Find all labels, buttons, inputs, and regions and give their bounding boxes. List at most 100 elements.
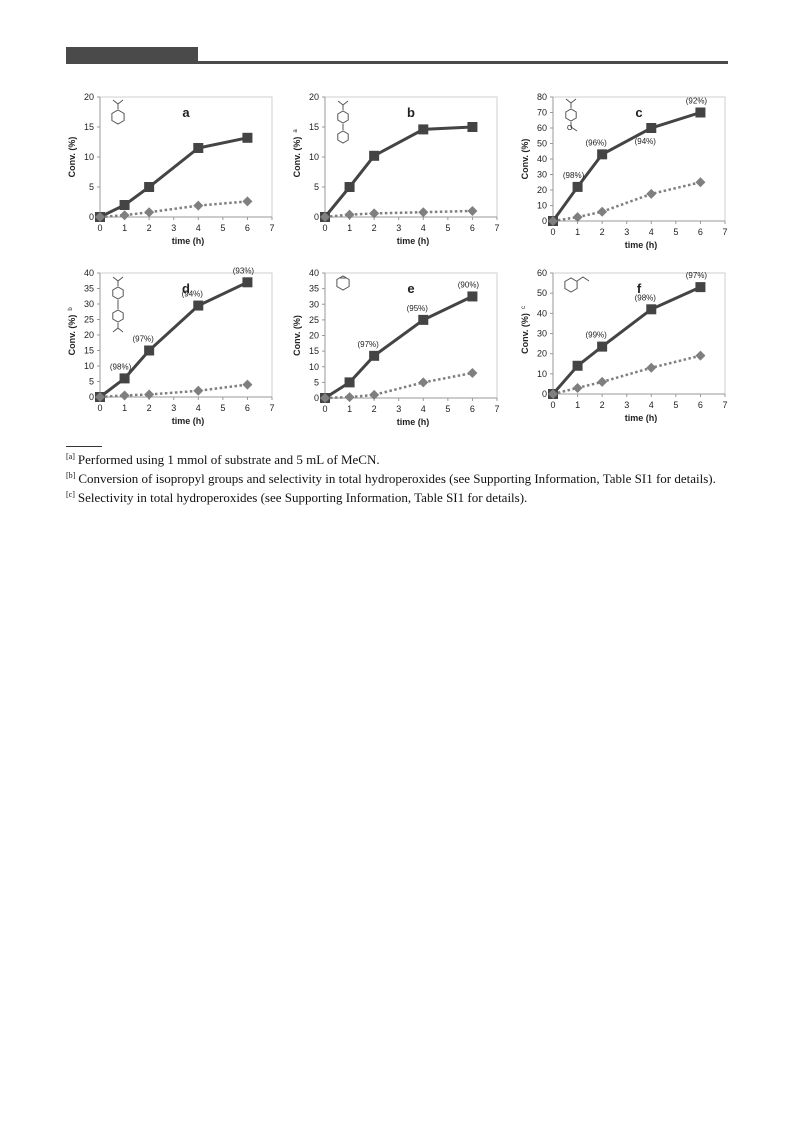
x-tick-label: 6 <box>698 227 703 237</box>
data-point-diamond <box>95 392 105 402</box>
chart-panel-f: 0 10 20 30 40 50 60 0 1 2 3 4 5 6 7 time (h) Conv. (%) c f… <box>520 268 728 423</box>
y-tick-label: 10 <box>309 362 319 372</box>
x-tick-label: 1 <box>575 400 580 410</box>
data-point-diamond <box>548 216 558 226</box>
x-tick-label: 5 <box>673 227 678 237</box>
x-axis-label: time (h) <box>397 417 430 427</box>
structure-methoxy: O <box>565 98 578 132</box>
data-point-diamond <box>193 385 204 396</box>
data-point-square <box>144 182 155 192</box>
selectivity-label: (95%) <box>407 304 429 313</box>
series-line <box>99 383 248 399</box>
x-tick-label: 1 <box>122 403 127 413</box>
x-tick-label: 2 <box>147 403 152 413</box>
y-tick-label: 20 <box>537 349 547 359</box>
y-tick-label: 15 <box>84 122 94 132</box>
data-point-square <box>242 277 253 288</box>
data-point-square <box>572 181 583 192</box>
x-tick-label: 2 <box>372 404 377 414</box>
data-point-diamond <box>646 362 657 373</box>
series-square <box>320 291 478 403</box>
y-axis-label: Conv. (%) <box>520 313 530 354</box>
selectivity-label: (97%) <box>132 335 154 344</box>
chart-panel-d: 0 5 10 15 20 25 30 35 40 0 1 2 3 4 5 6 7 time (h) Conv. (%… <box>67 266 275 426</box>
x-tick-label: 3 <box>624 227 629 237</box>
series-square <box>320 122 478 222</box>
x-tick-label: 4 <box>649 400 654 410</box>
x-tick-label: 6 <box>470 223 475 233</box>
y-axis-label: Conv. (%) <box>292 315 302 356</box>
data-point-diamond <box>119 390 130 401</box>
footnote-a: [a] Performed using 1 mmol of substrate a… <box>66 449 726 468</box>
selectivity-label: (98%) <box>563 171 585 180</box>
data-point-square <box>467 122 478 132</box>
data-point-diamond <box>320 212 330 222</box>
x-tick-label: 6 <box>245 223 250 233</box>
y-tick-label: 20 <box>84 330 94 340</box>
series-diamond <box>320 368 478 403</box>
selectivity-label: (98%) <box>635 293 657 302</box>
data-point-diamond <box>242 196 253 207</box>
y-tick-label: 10 <box>84 361 94 371</box>
data-point-diamond <box>548 389 558 399</box>
data-point-diamond <box>572 212 583 223</box>
data-point-square <box>572 360 583 371</box>
y-tick-label: 15 <box>84 346 94 356</box>
y-tick-label: 20 <box>537 185 547 195</box>
series-square <box>95 132 253 222</box>
x-tick-label: 0 <box>322 223 327 233</box>
structure-cumene <box>111 99 125 125</box>
x-tick-label: 5 <box>220 403 225 413</box>
x-tick-label: 7 <box>722 227 727 237</box>
data-point-square <box>597 341 608 352</box>
y-tick-label: 0 <box>314 212 319 222</box>
x-tick-label: 0 <box>322 404 327 414</box>
data-point-square <box>646 123 657 133</box>
chart-panel-a: 0 5 10 15 20 0 1 2 3 4 5 6 7 time (h) Conv. (%) a <box>67 92 275 246</box>
series-diamond <box>95 196 253 222</box>
x-tick-label: 7 <box>494 223 499 233</box>
data-point-diamond <box>369 389 380 400</box>
x-tick-label: 4 <box>196 223 201 233</box>
y-tick-label: 30 <box>84 299 94 309</box>
y-tick-label: 0 <box>89 212 94 222</box>
series-line <box>324 209 473 219</box>
y-tick-label: 5 <box>314 377 319 387</box>
y-tick-label: 70 <box>537 108 547 118</box>
oxygen-atom: O <box>567 125 573 132</box>
data-point-square <box>418 314 429 325</box>
y-tick-label: 20 <box>309 331 319 341</box>
x-tick-label: 3 <box>396 404 401 414</box>
x-tick-label: 0 <box>550 227 555 237</box>
data-point-diamond <box>344 392 355 403</box>
series-line <box>551 111 701 222</box>
data-point-diamond <box>467 206 478 216</box>
x-tick-label: 5 <box>673 400 678 410</box>
y-tick-label: 35 <box>84 284 94 294</box>
footnote-b: [b] Conversion of isopropyl groups and se… <box>66 468 726 487</box>
y-tick-label: 35 <box>309 284 319 294</box>
benzene-ring <box>337 130 349 144</box>
selectivity-label: (98%) <box>110 362 132 371</box>
series-diamond <box>548 350 706 399</box>
x-tick-label: 4 <box>196 403 201 413</box>
series-square <box>548 282 706 399</box>
series-diamond <box>95 379 253 402</box>
y-tick-label: 0 <box>542 389 547 399</box>
panel-label: e <box>407 281 414 296</box>
x-tick-label: 3 <box>171 223 176 233</box>
y-tick-label: 10 <box>537 201 547 211</box>
isopropyl-bond <box>565 98 577 108</box>
x-axis-label: time (h) <box>625 240 658 250</box>
cyclohexene-ring <box>336 275 350 291</box>
y-axis-label-mark: b <box>68 307 74 311</box>
footnote-a-text: Performed using 1 mmol of substrate and … <box>77 452 380 467</box>
x-tick-label: 6 <box>470 404 475 414</box>
isopropyl-bond <box>112 323 124 333</box>
data-point-square <box>144 345 155 356</box>
x-tick-label: 3 <box>624 400 629 410</box>
footnote-a-mark: [a] <box>66 452 75 461</box>
data-point-diamond <box>695 177 706 188</box>
data-point-square <box>344 182 355 192</box>
